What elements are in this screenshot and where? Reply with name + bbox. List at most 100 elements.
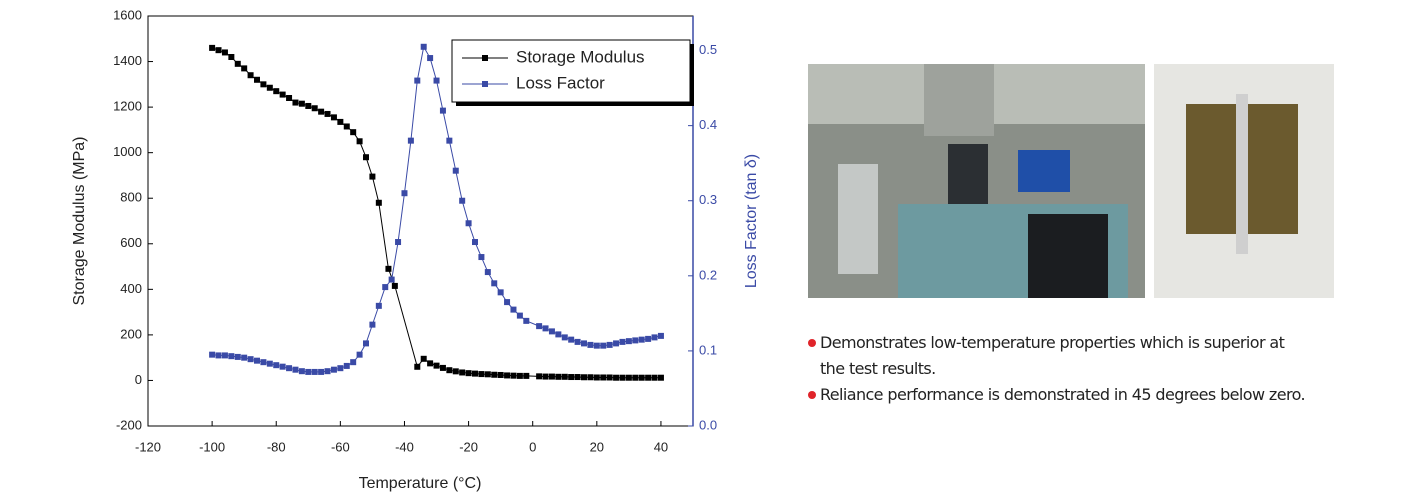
point [311,105,318,112]
y-tick-label: 1600 [113,7,142,22]
point [645,335,652,342]
point [452,368,459,375]
y2-tick-label: 0.1 [699,342,717,357]
point [600,374,607,381]
point [587,341,594,348]
point [228,54,235,60]
point [215,352,222,359]
bullet: Demonstrates low-temperature properties … [808,330,1290,382]
point [343,362,350,369]
legend-entries: Storage Modulus Loss Factor [462,47,645,92]
x-tick-label: -120 [135,439,161,454]
x-tick-label: 40 [654,439,668,454]
y-tick-label: 200 [120,326,142,341]
point [330,366,337,373]
point [375,199,382,206]
point [286,95,293,101]
point [593,342,600,349]
series-line [212,45,662,373]
point [446,367,453,374]
point [350,359,357,366]
point [606,341,613,348]
point [350,129,357,136]
point [657,332,664,339]
x-tick-label: -40 [395,439,414,454]
point [221,352,228,359]
point [439,364,446,371]
legend [451,39,691,103]
point [279,91,286,98]
y-tick-label: 400 [120,281,142,296]
point [221,49,228,56]
point [516,372,523,379]
point [491,280,498,287]
point [286,365,293,372]
y-tick-label: 800 [120,190,142,205]
point [632,337,639,344]
point [279,363,286,370]
point [420,355,427,362]
point [337,118,344,125]
point [561,373,568,380]
point [391,282,398,289]
point [292,99,299,106]
point [625,374,632,381]
y2-tick-label: 0.4 [699,117,717,132]
point [215,47,222,54]
point [266,84,273,91]
point [497,371,504,378]
point [305,102,312,109]
point [266,360,273,367]
point [465,370,472,377]
point [478,254,485,261]
x-axis-label: Temperature (°C) [359,475,482,492]
point [632,374,639,381]
point [516,312,523,319]
photo-specimen [1236,94,1248,254]
point [593,374,600,381]
chart: Temperature (°C) Storage Modulus (MPa) L… [71,7,760,492]
point [651,374,658,381]
point [504,299,511,306]
point [395,239,402,246]
point [388,276,395,283]
point [472,239,478,246]
point [356,351,363,358]
y-tick-label: 1000 [113,144,142,159]
point [382,284,389,291]
point [606,374,613,381]
x-tick-label: -20 [459,439,478,454]
point [472,370,478,377]
point [619,374,626,381]
point [561,334,568,341]
point [613,340,620,347]
point [241,354,248,361]
point [459,369,466,376]
y2-tick-label: 0.0 [699,417,717,432]
photo-chamber [924,64,994,136]
point [433,362,440,369]
point [657,374,664,381]
point [363,340,369,347]
point [638,374,645,381]
point [260,81,267,88]
point [401,190,408,197]
point [574,374,581,381]
photo-cabinet [1028,214,1108,298]
point [234,353,241,360]
point [420,43,427,50]
x-tick-label: 0 [529,439,536,454]
point [548,328,555,335]
point [414,77,421,84]
point [324,110,331,117]
point [484,371,491,378]
point [298,368,305,375]
y-axis-label: Storage Modulus (MPa) [71,137,88,306]
point [542,373,549,380]
point [427,360,434,367]
point [273,362,280,369]
y-tick-label: 1200 [113,99,142,114]
y-tick-label: 600 [120,235,142,250]
point [305,368,312,375]
